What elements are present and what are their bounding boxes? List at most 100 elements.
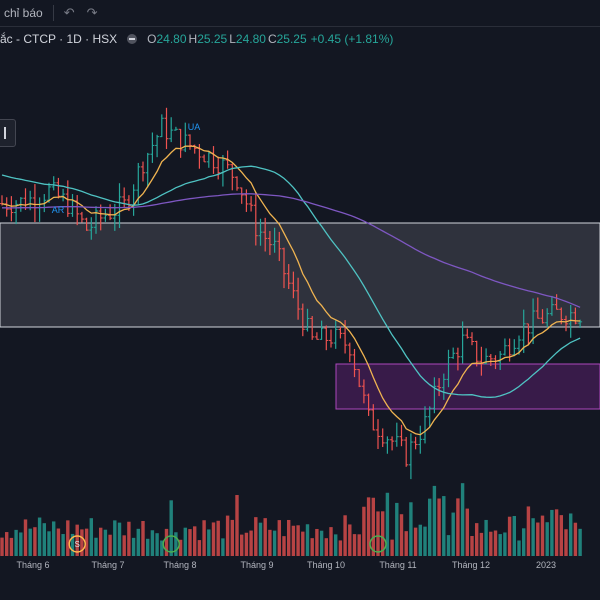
volume-bar <box>225 515 230 556</box>
volume-bar <box>75 524 79 556</box>
volume-bar <box>80 529 84 556</box>
volume-bar <box>178 539 183 556</box>
volume-bar <box>554 509 559 556</box>
volume-bar <box>160 540 164 556</box>
volume-bar <box>573 522 578 556</box>
volume-bar <box>291 525 296 556</box>
volume-bar <box>432 485 437 556</box>
volume-bar <box>578 528 582 556</box>
volume-bar <box>5 532 9 556</box>
ema-mid-line <box>1 165 581 398</box>
volume-bar <box>536 522 540 556</box>
undo-icon[interactable]: ↶ <box>63 5 75 20</box>
volume-bar <box>244 532 249 556</box>
volume-bar <box>334 534 338 556</box>
volume-bar <box>61 534 65 556</box>
collapse-icon[interactable] <box>127 34 138 44</box>
ema-short-line <box>1 145 581 436</box>
x-tick-label: Tháng 12 <box>452 560 490 570</box>
volume-bar <box>169 500 173 556</box>
close-value: 25.25 <box>276 32 307 46</box>
markers-layer: S <box>68 535 387 553</box>
volume-bar <box>230 519 234 556</box>
volume-bar <box>207 529 211 556</box>
volume-bar <box>376 511 380 556</box>
volume-bar <box>33 527 37 556</box>
signal-s-marker <box>68 535 86 553</box>
volume-bar <box>479 532 484 556</box>
volume-bar <box>216 520 220 556</box>
volume-bar <box>84 528 89 556</box>
volume-bar <box>507 516 512 556</box>
redo-icon[interactable]: ↷ <box>86 5 98 20</box>
close-key: C <box>267 32 277 46</box>
volume-bar <box>240 534 244 556</box>
volume-bar <box>23 519 28 556</box>
signal-circle-marker <box>162 535 180 553</box>
volume-bar <box>108 534 112 556</box>
x-tick-label: Tháng 6 <box>16 560 49 570</box>
volume-bar <box>493 530 498 556</box>
drawing-tool-button[interactable] <box>0 119 16 147</box>
volume-bar <box>305 524 310 556</box>
volume-bar <box>385 492 390 556</box>
volume-bar <box>258 522 263 556</box>
volume-bar <box>131 537 136 556</box>
volume-bar <box>470 535 474 556</box>
x-tick-label: Tháng 7 <box>91 560 124 570</box>
volume-bar <box>512 516 516 556</box>
volume-bar <box>122 535 126 556</box>
volume-bar <box>235 495 239 556</box>
volume-bar <box>66 520 70 556</box>
x-tick-label: Tháng 8 <box>163 560 196 570</box>
volume-bar <box>70 533 75 556</box>
volume-bar <box>418 524 422 556</box>
toolbar-divider <box>52 5 54 21</box>
volume-layer <box>0 483 582 556</box>
open-value: 24.80 <box>156 32 187 46</box>
volume-bar <box>428 498 432 556</box>
low-value: 24.80 <box>235 32 266 46</box>
volume-bar <box>517 540 521 556</box>
volume-bar <box>319 530 324 556</box>
volume-bar <box>531 518 535 556</box>
volume-bar <box>343 515 347 556</box>
volume-bar <box>413 527 418 556</box>
gray-zone <box>0 222 600 328</box>
zones-layer <box>0 222 600 410</box>
x-tick-label: Tháng 10 <box>307 560 345 570</box>
volume-bar <box>526 506 531 556</box>
volume-bar <box>141 520 145 556</box>
volume-bar <box>19 532 23 556</box>
volume-bar <box>14 529 18 556</box>
indicators-button[interactable]: chỉ báo <box>4 6 43 20</box>
volume-bar <box>9 537 14 556</box>
annotation-label: AR <box>52 205 65 215</box>
x-tick-label: Tháng 9 <box>240 560 273 570</box>
volume-bar <box>503 532 507 556</box>
change-value: +0.45 (+1.81%) <box>310 32 394 46</box>
volume-bar <box>47 531 51 556</box>
signal-label: S <box>75 540 80 549</box>
volume-bar <box>324 538 328 556</box>
volume-bar <box>348 524 352 556</box>
volume-bar <box>409 502 413 556</box>
volume-bar <box>381 511 385 556</box>
volume-bar <box>52 521 56 556</box>
volume-bar <box>357 534 361 556</box>
volume-bar <box>301 531 305 556</box>
high-value: 25.25 <box>197 32 228 46</box>
low-key: L <box>229 32 236 46</box>
signal-circle-marker <box>369 535 387 553</box>
volume-bar <box>489 531 493 556</box>
volume-bar <box>99 527 103 556</box>
volume-bar <box>550 509 554 556</box>
volume-bar <box>338 540 343 556</box>
volume-bar <box>94 537 98 556</box>
volume-bar <box>484 519 488 556</box>
volume-bar <box>366 497 371 556</box>
symbol-title[interactable]: ắc - CTCP · 1D · HSX <box>0 32 118 46</box>
price-chart[interactable]: S Tháng 6 Tháng 7 Tháng 8 Tháng 9 Tháng 10 Th… <box>0 26 600 600</box>
volume-bar <box>296 525 300 556</box>
volume-bar <box>249 530 253 556</box>
